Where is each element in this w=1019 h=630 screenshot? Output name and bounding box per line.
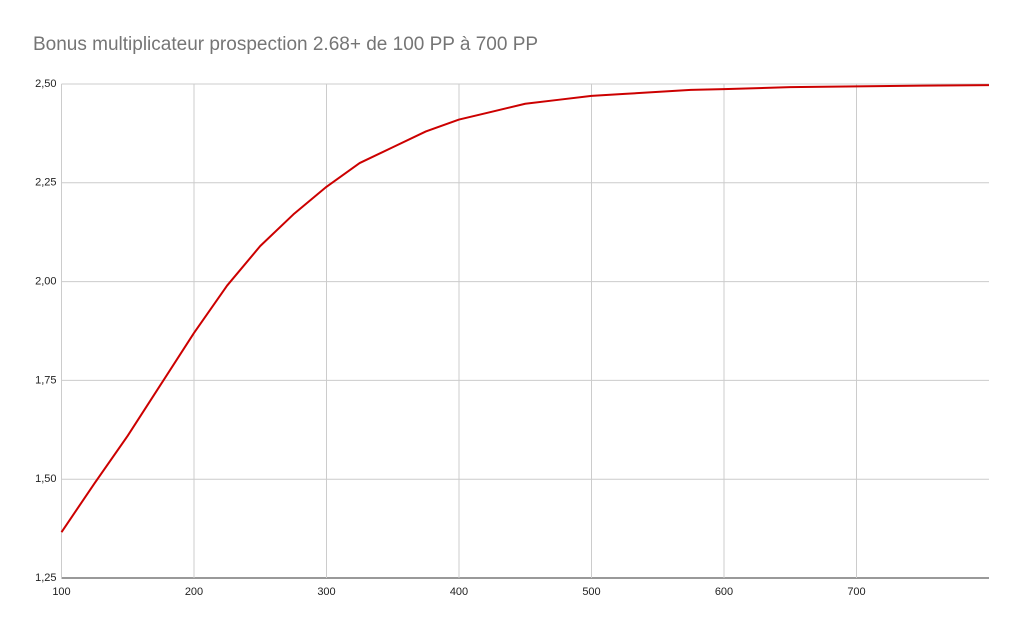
y-tick-label: 2,25 — [35, 177, 56, 189]
x-tick-label: 500 — [582, 586, 600, 598]
x-tick-label: 200 — [185, 586, 203, 598]
x-tick-label: 700 — [847, 586, 865, 598]
y-tick-label: 1,25 — [35, 572, 56, 584]
x-tick-label: 100 — [52, 586, 70, 598]
line-series — [60, 84, 990, 533]
x-tick-label: 600 — [715, 586, 733, 598]
chart-title: Bonus multiplicateur prospection 2.68+ d… — [33, 34, 538, 55]
y-tick-label: 1,75 — [35, 374, 56, 386]
y-tick-label: 1,50 — [35, 473, 56, 485]
y-tick-label: 2,50 — [35, 78, 56, 90]
y-tick-label: 2,00 — [35, 276, 56, 288]
x-tick-label: 300 — [317, 586, 335, 598]
x-tick-label: 400 — [450, 586, 468, 598]
